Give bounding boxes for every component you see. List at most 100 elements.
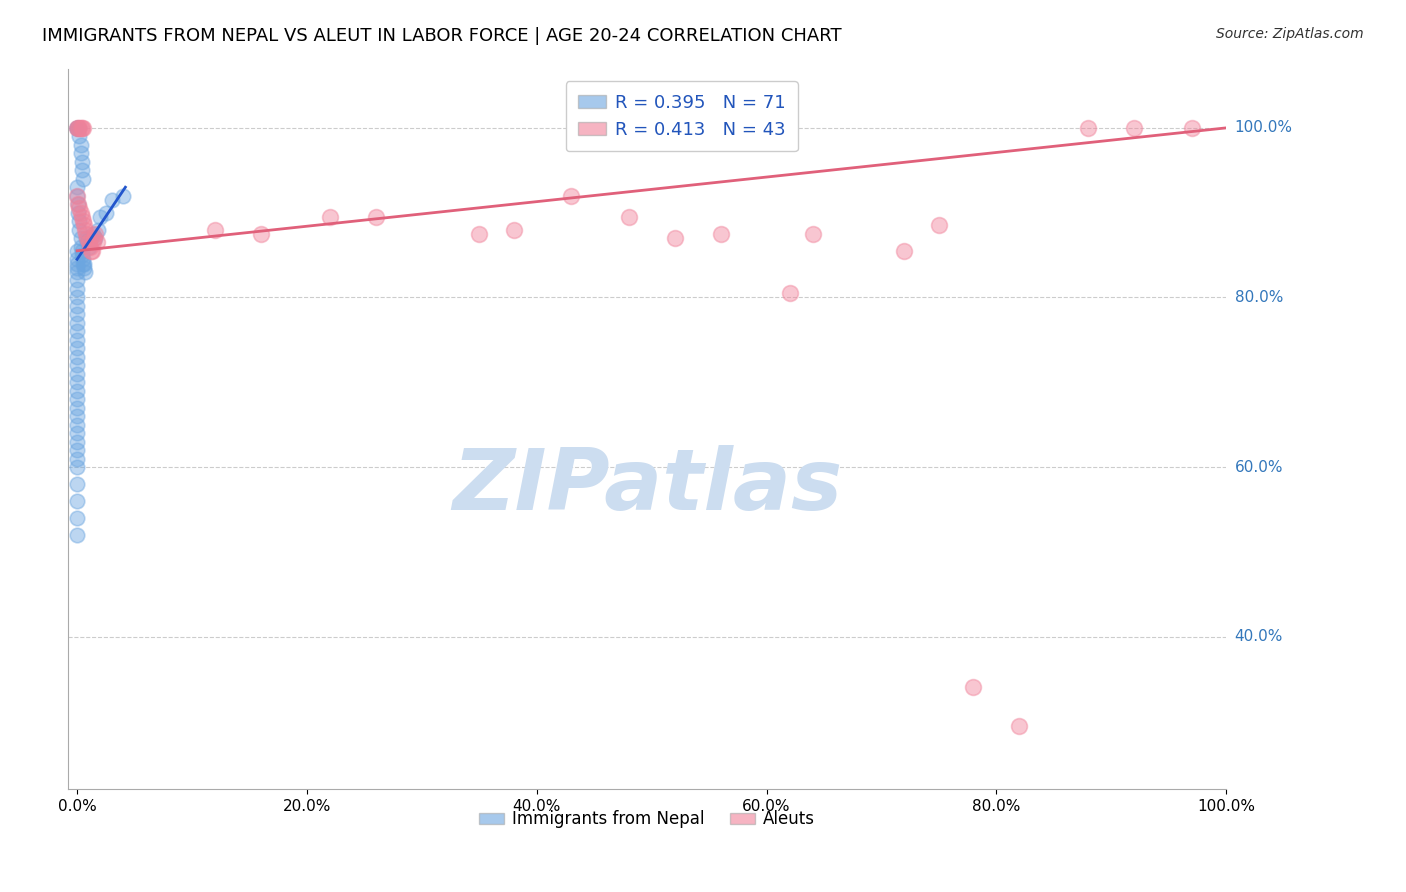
Point bbox=[66, 392, 89, 407]
Point bbox=[84, 231, 107, 245]
Point bbox=[70, 244, 93, 258]
Point bbox=[67, 129, 90, 144]
Point bbox=[94, 205, 117, 219]
Point bbox=[75, 265, 97, 279]
Point bbox=[67, 197, 90, 211]
Point bbox=[66, 180, 89, 194]
Point bbox=[86, 235, 108, 250]
Point bbox=[250, 227, 273, 241]
Point bbox=[66, 384, 89, 398]
Point bbox=[66, 359, 89, 373]
Point bbox=[66, 426, 89, 441]
Legend: Immigrants from Nepal, Aleuts: Immigrants from Nepal, Aleuts bbox=[472, 804, 823, 835]
Point bbox=[67, 197, 90, 211]
Text: IMMIGRANTS FROM NEPAL VS ALEUT IN LABOR FORCE | AGE 20-24 CORRELATION CHART: IMMIGRANTS FROM NEPAL VS ALEUT IN LABOR … bbox=[42, 27, 842, 45]
Point bbox=[502, 222, 524, 236]
Point bbox=[66, 120, 89, 135]
Point bbox=[73, 256, 96, 270]
Point bbox=[66, 417, 89, 432]
Point bbox=[66, 260, 89, 275]
Point bbox=[962, 681, 984, 695]
Text: Source: ZipAtlas.com: Source: ZipAtlas.com bbox=[1216, 27, 1364, 41]
Point bbox=[67, 120, 90, 135]
Text: ZIPatlas: ZIPatlas bbox=[451, 445, 842, 528]
Point bbox=[82, 235, 104, 250]
Point bbox=[66, 324, 89, 338]
Point bbox=[87, 222, 110, 236]
Point bbox=[928, 219, 950, 233]
Point bbox=[83, 231, 105, 245]
Point bbox=[66, 376, 89, 390]
Text: 60.0%: 60.0% bbox=[1234, 459, 1284, 475]
Point bbox=[66, 528, 89, 542]
Point bbox=[66, 120, 89, 135]
Point bbox=[66, 290, 89, 304]
Point bbox=[617, 210, 640, 224]
Point bbox=[75, 231, 97, 245]
Point bbox=[66, 120, 89, 135]
Point bbox=[75, 222, 97, 236]
Point bbox=[67, 120, 90, 135]
Point bbox=[468, 227, 491, 241]
Point bbox=[69, 239, 91, 253]
Point bbox=[75, 227, 97, 241]
Point bbox=[72, 171, 94, 186]
Point bbox=[319, 210, 342, 224]
Text: 80.0%: 80.0% bbox=[1234, 290, 1282, 305]
Point bbox=[69, 137, 91, 152]
Point bbox=[66, 511, 89, 525]
Point bbox=[560, 188, 582, 202]
Point bbox=[1181, 120, 1204, 135]
Point bbox=[66, 316, 89, 330]
Point bbox=[204, 222, 226, 236]
Point bbox=[66, 401, 89, 415]
Point bbox=[69, 120, 91, 135]
Point bbox=[72, 256, 94, 270]
Point bbox=[664, 231, 686, 245]
Text: 40.0%: 40.0% bbox=[1234, 629, 1282, 644]
Point bbox=[66, 367, 89, 381]
Point bbox=[66, 273, 89, 287]
Point bbox=[66, 443, 89, 458]
Point bbox=[66, 282, 89, 296]
Point bbox=[70, 120, 93, 135]
Point bbox=[70, 163, 93, 178]
Point bbox=[66, 299, 89, 313]
Point bbox=[79, 239, 101, 253]
Point bbox=[70, 154, 93, 169]
Point bbox=[100, 193, 122, 207]
Point bbox=[67, 120, 90, 135]
Point bbox=[69, 146, 91, 161]
Point bbox=[76, 235, 98, 250]
Point bbox=[69, 205, 91, 219]
Point bbox=[1123, 120, 1146, 135]
Text: 100.0%: 100.0% bbox=[1234, 120, 1292, 136]
Point bbox=[801, 227, 824, 241]
Point bbox=[70, 210, 93, 224]
Point bbox=[67, 222, 90, 236]
Point bbox=[67, 120, 90, 135]
Point bbox=[80, 244, 103, 258]
Point bbox=[66, 494, 89, 508]
Point bbox=[67, 202, 90, 216]
Point bbox=[779, 286, 801, 301]
Point bbox=[72, 120, 94, 135]
Point bbox=[77, 235, 100, 250]
Point bbox=[82, 227, 104, 241]
Point bbox=[66, 333, 89, 347]
Point bbox=[80, 231, 103, 245]
Point bbox=[69, 231, 91, 245]
Point bbox=[710, 227, 733, 241]
Point bbox=[66, 256, 89, 270]
Point bbox=[66, 434, 89, 449]
Point bbox=[80, 244, 103, 258]
Point bbox=[112, 188, 135, 202]
Point bbox=[72, 252, 94, 267]
Point bbox=[66, 341, 89, 355]
Point bbox=[66, 451, 89, 466]
Point bbox=[66, 409, 89, 424]
Point bbox=[84, 227, 107, 241]
Point bbox=[70, 248, 93, 262]
Point bbox=[66, 188, 89, 202]
Point bbox=[66, 244, 89, 258]
